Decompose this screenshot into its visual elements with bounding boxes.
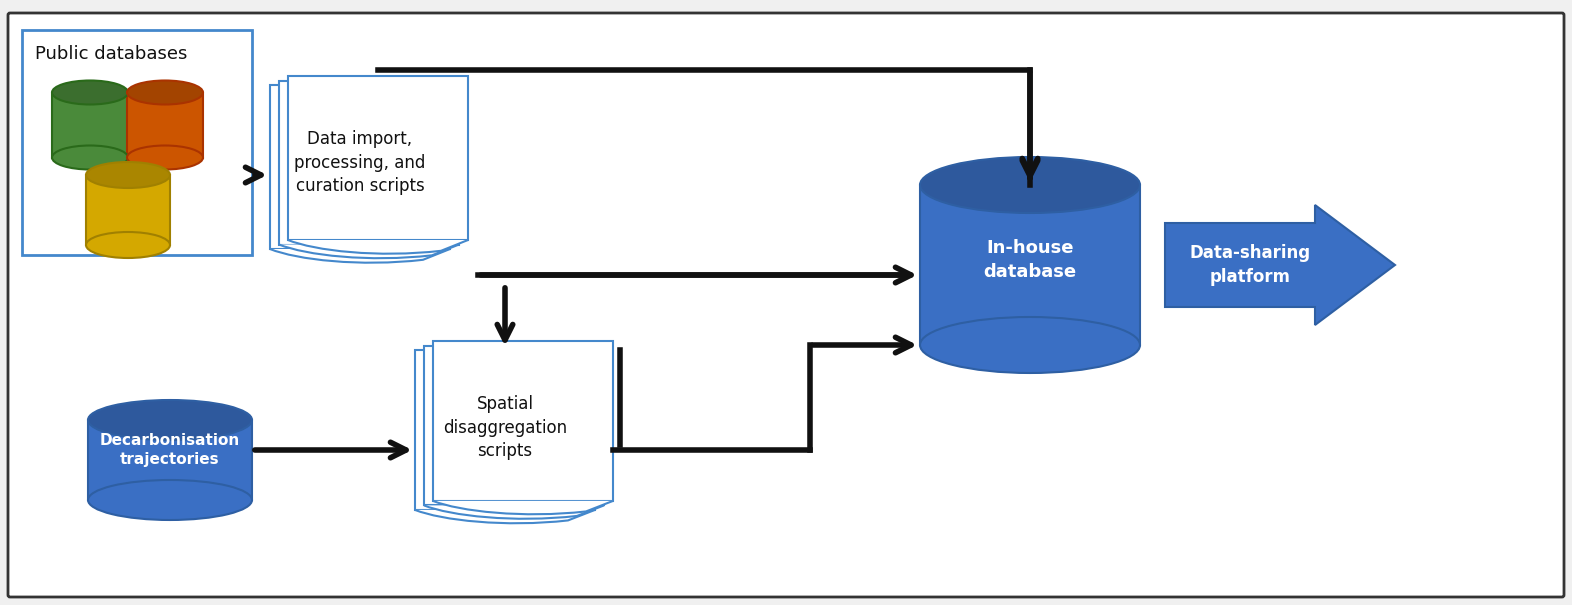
Ellipse shape <box>127 80 203 105</box>
FancyBboxPatch shape <box>127 93 203 157</box>
Text: In-house
database: In-house database <box>984 239 1077 281</box>
FancyBboxPatch shape <box>22 30 252 255</box>
PathPatch shape <box>278 244 459 258</box>
PathPatch shape <box>432 501 613 514</box>
Ellipse shape <box>86 162 170 188</box>
FancyBboxPatch shape <box>270 85 450 249</box>
PathPatch shape <box>270 249 450 263</box>
FancyBboxPatch shape <box>288 76 468 240</box>
FancyBboxPatch shape <box>415 350 594 510</box>
Text: Decarbonisation
trajectories: Decarbonisation trajectories <box>101 433 241 468</box>
Ellipse shape <box>920 317 1140 373</box>
Ellipse shape <box>52 80 127 105</box>
Ellipse shape <box>88 400 252 440</box>
PathPatch shape <box>288 240 468 253</box>
PathPatch shape <box>424 505 604 518</box>
Ellipse shape <box>88 480 252 520</box>
FancyBboxPatch shape <box>88 420 252 500</box>
FancyBboxPatch shape <box>86 175 170 245</box>
Text: Data import,
processing, and
curation scripts: Data import, processing, and curation sc… <box>294 130 426 195</box>
Ellipse shape <box>920 157 1140 213</box>
PathPatch shape <box>415 510 594 523</box>
Ellipse shape <box>52 145 127 169</box>
Text: Public databases: Public databases <box>35 45 187 63</box>
FancyBboxPatch shape <box>52 93 127 157</box>
Ellipse shape <box>86 232 170 258</box>
Ellipse shape <box>127 145 203 169</box>
FancyBboxPatch shape <box>920 185 1140 345</box>
PathPatch shape <box>1165 205 1394 325</box>
Text: Spatial
disaggregation
scripts: Spatial disaggregation scripts <box>443 395 567 460</box>
FancyBboxPatch shape <box>432 341 613 501</box>
Text: Data-sharing
platform: Data-sharing platform <box>1190 244 1311 286</box>
FancyBboxPatch shape <box>424 345 604 505</box>
FancyBboxPatch shape <box>278 80 459 244</box>
FancyBboxPatch shape <box>8 13 1564 597</box>
